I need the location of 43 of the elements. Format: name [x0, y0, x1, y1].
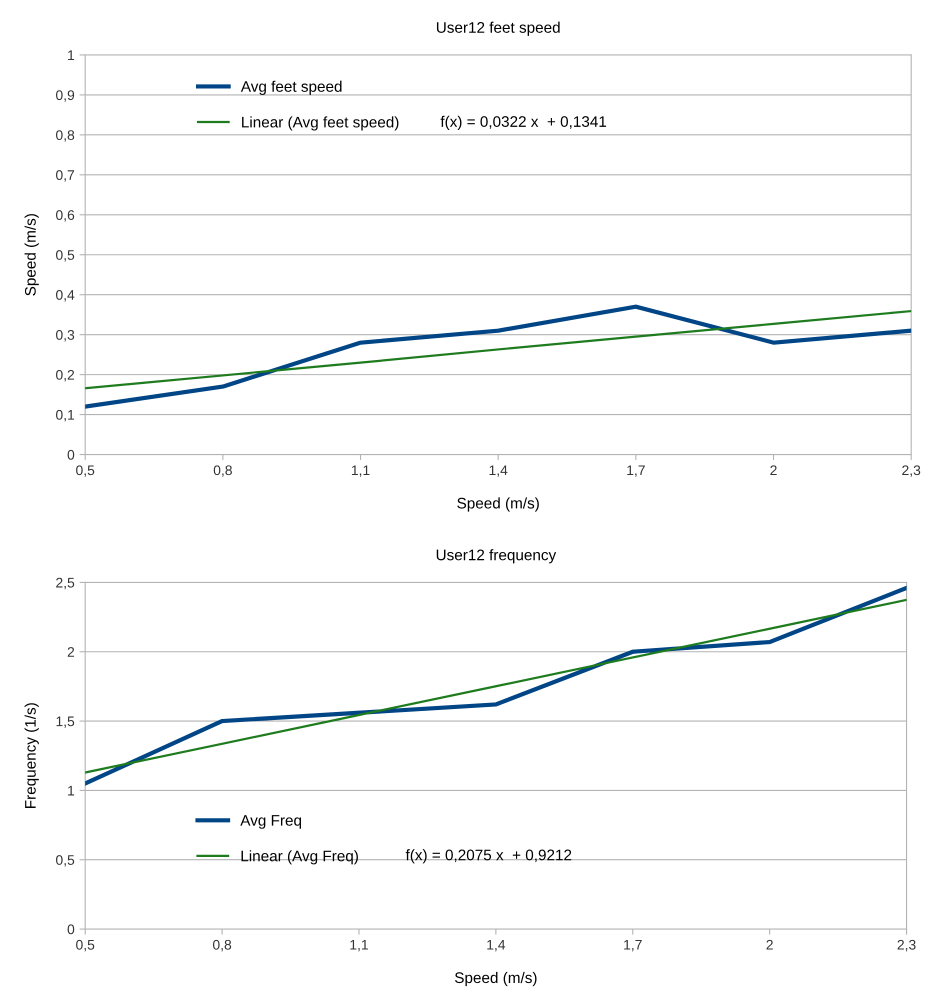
- x-tick-label: 1,7: [627, 465, 645, 477]
- y-tick-label: 0,5: [56, 855, 74, 867]
- y-tick-label: 0,5: [56, 250, 74, 262]
- x-tick-label: 2,3: [902, 465, 920, 477]
- y-tick-label: 0,6: [56, 210, 74, 222]
- legend-label: Linear (Avg feet speed): [242, 116, 398, 131]
- y-tick-label: 0,3: [56, 330, 74, 342]
- chart-title: User12 frequency: [436, 549, 556, 564]
- x-tick-label: 2,3: [898, 940, 916, 952]
- y-tick-label: 0,7: [56, 170, 74, 182]
- y-tick-label: 0: [68, 924, 74, 934]
- y-tick-label: 1: [68, 786, 74, 796]
- y-tick-label: 1,5: [56, 716, 74, 728]
- x-tick-label: 2: [770, 465, 777, 476]
- legend-label: Avg Freq: [240, 815, 302, 829]
- x-tick-label: 0,8: [214, 465, 232, 477]
- x-axis-title: Speed (m/s): [454, 972, 537, 986]
- y-tick-label: 0,1: [56, 410, 74, 422]
- x-tick-label: 1,1: [352, 465, 370, 477]
- legend-label: Avg feet speed: [240, 80, 342, 95]
- y-tick-label: 1: [68, 50, 74, 60]
- y-tick-label: 2,5: [56, 578, 74, 590]
- x-tick-label: 1,4: [487, 940, 506, 952]
- y-tick-label: 2: [68, 647, 74, 657]
- x-tick-label: 0,8: [212, 940, 232, 952]
- annotation: f(x) = 0,0322 x + 0,1341: [440, 116, 606, 130]
- x-tick-label: 2: [766, 940, 773, 950]
- x-axis-title: Speed (m/s): [457, 497, 539, 512]
- x-tick-label: 1,4: [490, 465, 508, 477]
- chart-title: User12 feet speed: [436, 22, 560, 36]
- y-axis-title: Frequency (1/s): [24, 703, 39, 808]
- x-tick-label: 0,5: [76, 940, 94, 952]
- x-tick-label: 1,7: [624, 940, 642, 952]
- annotation: f(x) = 0,2075 x + 0,9212: [406, 849, 572, 864]
- y-axis-title: Speed (m/s): [24, 214, 39, 296]
- y-tick-label: 0: [68, 450, 74, 460]
- x-tick-label: 1,1: [350, 940, 368, 952]
- y-tick-label: 0,2: [56, 370, 74, 382]
- y-tick-label: 0,8: [56, 130, 74, 142]
- y-tick-label: 0,9: [56, 90, 74, 102]
- legend-label: Linear (Avg Freq): [242, 850, 358, 864]
- x-tick-label: 0,5: [76, 465, 94, 477]
- y-tick-label: 0,4: [56, 290, 74, 302]
